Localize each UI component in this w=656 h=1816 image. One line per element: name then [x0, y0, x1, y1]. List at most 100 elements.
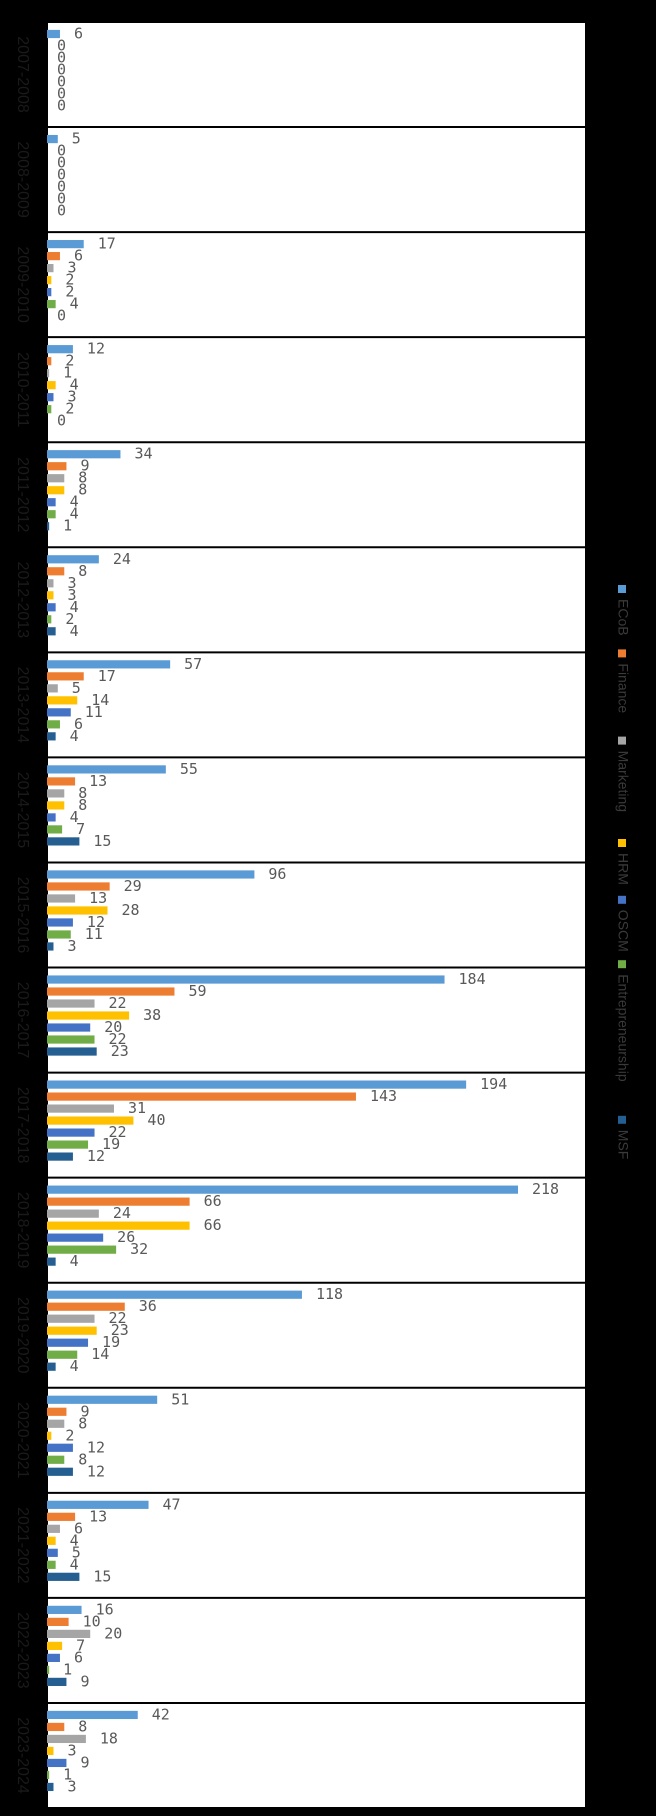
bar	[47, 1782, 54, 1792]
data-label: 6	[74, 715, 83, 733]
data-label: 66	[204, 1216, 222, 1234]
bar	[47, 1221, 190, 1230]
bar	[47, 894, 76, 903]
data-label: 5	[72, 1543, 81, 1561]
bar	[47, 696, 78, 705]
bar	[47, 1605, 82, 1614]
data-label: 12	[87, 1462, 105, 1480]
data-label: 10	[83, 1612, 101, 1630]
data-label: 6	[74, 25, 83, 43]
data-label: 16	[96, 1600, 114, 1618]
category-tick-label: 2012-2013	[14, 562, 31, 639]
category-tick-label: 2014-2015	[14, 772, 31, 849]
data-label: 51	[171, 1390, 189, 1408]
data-label: 3	[67, 388, 76, 406]
data-label: 8	[78, 1450, 87, 1468]
data-label: 8	[78, 1414, 87, 1432]
bar	[47, 825, 63, 834]
data-label: 9	[80, 1672, 89, 1690]
bar	[47, 1617, 69, 1626]
bar	[47, 276, 52, 285]
bar	[47, 1758, 67, 1768]
legend-swatch	[618, 585, 626, 593]
data-label: 8	[78, 796, 87, 814]
category-tick-label: 2023-2024	[14, 1717, 31, 1794]
bar	[47, 1209, 99, 1218]
data-label: 2	[65, 283, 74, 301]
bar	[47, 1152, 73, 1161]
bar	[47, 264, 54, 273]
bar	[47, 732, 56, 741]
legend-swatch	[618, 960, 626, 969]
bar	[47, 579, 54, 588]
legend-label: MSF	[615, 1130, 631, 1160]
data-label: 11	[85, 925, 103, 943]
data-label: 0	[57, 190, 66, 208]
bar	[47, 345, 73, 354]
category-tick-label: 2022-2023	[14, 1612, 31, 1689]
data-label: 118	[316, 1285, 343, 1303]
data-label: 31	[128, 1099, 146, 1117]
bar	[47, 1326, 97, 1335]
data-label: 13	[89, 1507, 107, 1525]
data-label: 9	[80, 457, 89, 475]
bar	[47, 1407, 67, 1416]
bar	[47, 870, 255, 879]
bar	[47, 837, 80, 846]
bar	[47, 1350, 78, 1359]
data-label: 218	[532, 1180, 559, 1198]
bar	[47, 1641, 63, 1650]
bar	[47, 1233, 104, 1242]
bar	[47, 975, 445, 984]
bar	[47, 942, 54, 951]
data-label: 55	[180, 760, 198, 778]
data-label: 0	[57, 61, 66, 79]
data-label: 22	[109, 1030, 127, 1048]
data-label: 5	[72, 130, 81, 148]
data-label: 9	[80, 1753, 89, 1771]
bar	[47, 918, 73, 927]
data-label: 22	[109, 1123, 127, 1141]
bar	[47, 1419, 65, 1428]
data-label: 0	[57, 202, 66, 220]
data-label: 0	[57, 412, 66, 430]
bar	[47, 1314, 95, 1323]
data-label: 17	[98, 667, 116, 685]
bar	[47, 789, 65, 798]
data-label: 28	[121, 901, 139, 919]
bar	[47, 357, 52, 366]
category-tick-label: 2010-2011	[14, 352, 31, 427]
bar	[47, 240, 84, 249]
bar	[47, 987, 175, 996]
data-label: 8	[78, 1717, 87, 1735]
bar	[47, 474, 65, 483]
bar	[47, 906, 108, 915]
bar	[47, 1536, 56, 1545]
data-label: 3	[67, 1777, 76, 1795]
data-label: 6	[74, 1648, 83, 1666]
data-label: 0	[57, 49, 66, 67]
bar	[47, 510, 56, 519]
data-label: 184	[459, 970, 486, 988]
bar	[47, 1116, 134, 1125]
bar	[47, 660, 171, 669]
bar	[47, 1395, 158, 1404]
bar	[47, 1257, 56, 1266]
legend-label: Entrepreneurship	[615, 974, 631, 1082]
data-label: 20	[104, 1624, 122, 1642]
bar	[47, 1677, 67, 1686]
data-label: 15	[93, 832, 111, 850]
data-label: 4	[70, 1252, 79, 1270]
data-label: 4	[70, 622, 79, 640]
data-label: 4	[70, 505, 79, 523]
bar	[47, 486, 65, 495]
data-label: 40	[147, 1111, 165, 1129]
data-label: 4	[70, 808, 79, 826]
data-label: 194	[480, 1075, 507, 1093]
bar	[47, 381, 56, 390]
bar	[47, 1185, 518, 1194]
data-label: 0	[57, 97, 66, 115]
data-label: 29	[124, 877, 142, 895]
data-label: 6	[74, 247, 83, 265]
